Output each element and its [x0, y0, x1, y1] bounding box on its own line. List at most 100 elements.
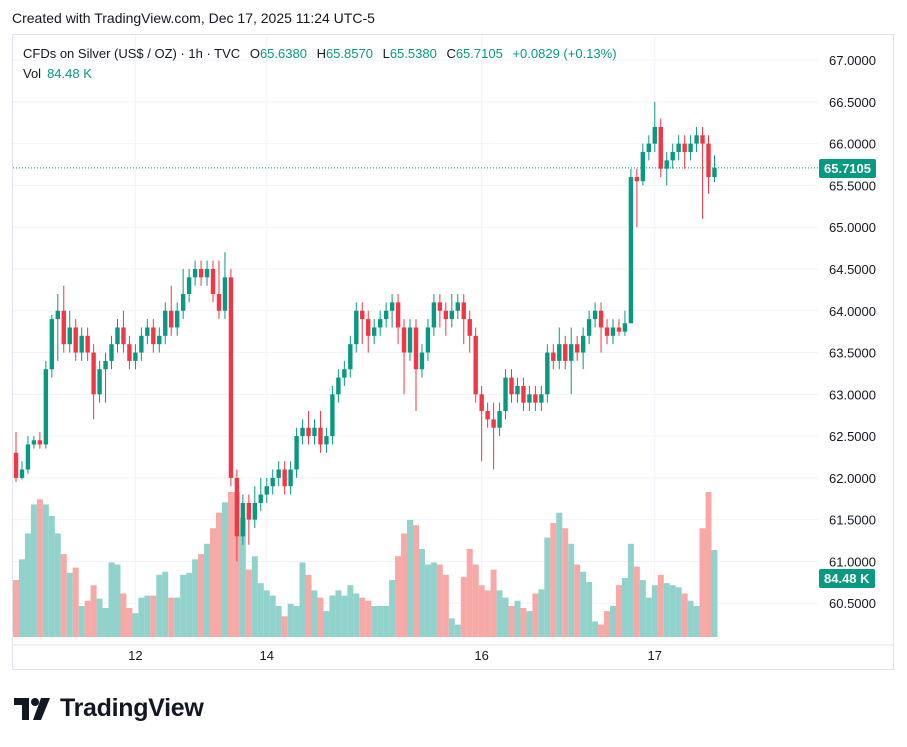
volume-bar	[645, 597, 652, 637]
candle-body	[539, 394, 544, 403]
volume-bar	[305, 574, 312, 637]
volume-bar	[675, 587, 682, 637]
volume-bar	[186, 572, 193, 637]
candle-body	[228, 277, 234, 478]
candle-body	[282, 469, 287, 487]
volume-bar	[30, 504, 37, 637]
volume-bar	[568, 543, 575, 637]
volume-bar	[496, 590, 503, 637]
candle-body	[395, 302, 401, 328]
volume-bar	[598, 624, 605, 637]
volume-bar	[13, 580, 19, 637]
volume-bar	[436, 564, 443, 637]
volume-bar	[329, 595, 336, 637]
candle-body	[55, 310, 60, 320]
volume-bar	[126, 608, 133, 637]
candle-body	[210, 268, 216, 295]
volume-bar	[299, 562, 306, 637]
volume-bar	[430, 562, 437, 637]
volume-bar	[389, 580, 396, 637]
candle-body	[151, 327, 156, 345]
volume-bar	[210, 528, 217, 637]
volume-bar	[478, 585, 485, 637]
volume-bar	[36, 499, 43, 637]
volume-bar	[663, 583, 670, 637]
volume-bar	[120, 593, 127, 637]
tradingview-footer[interactable]: TradingView	[14, 694, 204, 723]
candle-body	[216, 294, 222, 311]
candle-body	[473, 335, 478, 395]
volume-badge: 84.48 K	[819, 569, 875, 588]
candle-body	[545, 352, 550, 395]
candle-body	[133, 352, 138, 361]
candle-body	[115, 327, 120, 345]
candle-body	[509, 377, 514, 395]
candle-body	[342, 369, 347, 378]
candle-body	[712, 167, 717, 178]
candle-body	[700, 135, 705, 144]
candle-body	[73, 327, 78, 353]
volume-bar	[132, 613, 139, 637]
tradingview-wordmark: TradingView	[60, 694, 204, 722]
candle-body	[652, 126, 657, 144]
candle-body	[300, 427, 305, 437]
volume-bar	[604, 611, 611, 637]
candle-body	[169, 310, 174, 328]
price-axis: 60.5000 61.0000 61.5000 62.0000 62.5000 63.00…	[829, 53, 876, 611]
volume-bar	[520, 608, 527, 637]
volume-bar	[514, 600, 521, 637]
volume-bar	[269, 595, 276, 637]
candle-body	[527, 394, 532, 403]
candle-body	[288, 469, 293, 487]
volume-bar	[383, 605, 390, 637]
candle-body	[521, 385, 526, 403]
change-value: +0.0829 (+0.13%)	[512, 46, 617, 61]
candle-body	[551, 352, 556, 361]
volume-bar	[502, 597, 509, 637]
candle-body	[610, 327, 616, 336]
candle-body	[706, 143, 711, 178]
volume-bar	[412, 525, 419, 637]
candle-body	[366, 319, 371, 336]
price-tick-label: 66.5000	[829, 95, 876, 110]
candle-body	[598, 310, 604, 328]
time-tick-label: 16	[474, 648, 488, 663]
price-tick-label: 65.5000	[829, 178, 876, 193]
candle-body	[682, 143, 687, 152]
volume-bar	[615, 585, 622, 637]
candle-body	[694, 135, 699, 144]
candle-body	[330, 394, 335, 437]
candle-body	[497, 411, 502, 428]
candle-body	[31, 440, 37, 445]
candle-body	[622, 323, 628, 332]
price-tick-label: 64.5000	[829, 262, 876, 277]
volume-legend: Vol 84.48 K	[23, 66, 92, 81]
time-tick-label: 14	[260, 648, 274, 663]
volume-bar	[556, 512, 563, 637]
volume-bar	[60, 554, 67, 637]
volume-bar	[681, 593, 688, 637]
volume-bar	[353, 593, 360, 637]
price-tick-label: 65.0000	[829, 220, 876, 235]
candle-body	[569, 344, 574, 361]
candle-body	[348, 344, 353, 370]
volume-bar	[401, 533, 408, 637]
volume-bar	[84, 600, 91, 637]
candle-body	[580, 335, 586, 353]
volume-bar	[72, 567, 79, 637]
candle-body	[276, 469, 281, 478]
candle-body	[461, 302, 466, 320]
candle-body	[383, 310, 389, 320]
candle-body	[37, 440, 43, 445]
volume-bar	[18, 559, 25, 637]
candle-body	[354, 310, 359, 345]
candle-body	[109, 344, 114, 361]
volume-bar	[48, 515, 55, 637]
volume-bar	[705, 492, 712, 637]
candle-body	[431, 302, 437, 328]
candle-body	[574, 344, 580, 353]
candle-body	[306, 427, 311, 437]
candle-body	[79, 335, 84, 353]
candle-body	[413, 327, 419, 370]
